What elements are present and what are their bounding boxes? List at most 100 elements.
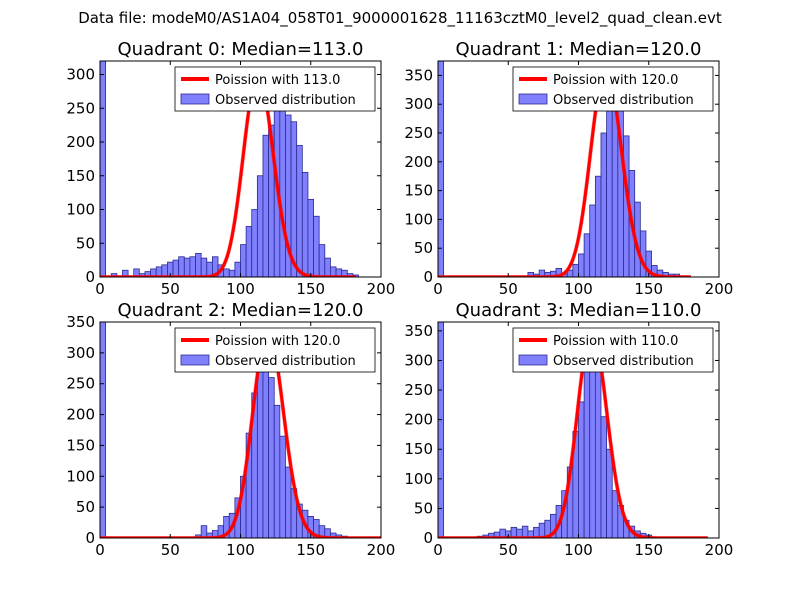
legend: Poission with 120.0 Observed distribution xyxy=(512,66,714,112)
y-tick-label: 350 xyxy=(404,322,433,340)
histogram-bar xyxy=(589,348,596,538)
y-tick-label: 150 xyxy=(404,182,433,200)
x-tick-label: 100 xyxy=(564,280,593,298)
histogram-bar xyxy=(100,322,107,538)
histogram-bar xyxy=(578,253,585,277)
histogram-bar xyxy=(307,198,314,277)
x-tick-label: 50 xyxy=(161,541,180,559)
subplot-quadrant-0: 0 50 100 150 200 0 50 100 150 200 250 300 Quadrant 0… xyxy=(66,39,395,298)
histogram-bar xyxy=(183,257,191,277)
histogram-bar xyxy=(100,61,107,277)
histogram-bar xyxy=(234,261,241,277)
histogram-bar xyxy=(324,257,331,277)
y-tick-label: 50 xyxy=(414,499,433,517)
y-tick-label: 250 xyxy=(404,124,433,142)
y-tick-label: 100 xyxy=(404,210,433,228)
legend: Poission with 110.0 Observed distribution xyxy=(512,327,714,373)
histogram-bar xyxy=(600,132,607,277)
y-tick-label: 200 xyxy=(66,406,95,424)
histogram-bar xyxy=(178,256,185,277)
histogram-bar xyxy=(285,466,292,538)
histogram-bar xyxy=(256,358,264,538)
x-tick-label: 100 xyxy=(226,280,255,298)
x-tick-label: 100 xyxy=(564,541,593,559)
legend-bar-swatch xyxy=(518,93,548,105)
x-tick-label: 150 xyxy=(296,280,325,298)
subplot-title: Quadrant 3: Median=110.0 xyxy=(456,300,702,321)
legend-bar-swatch xyxy=(180,354,210,366)
histogram-bar xyxy=(645,250,652,277)
x-tick-label: 100 xyxy=(226,541,255,559)
histogram-bar xyxy=(589,204,596,277)
histogram-bar xyxy=(279,99,286,277)
y-tick-label: 0 xyxy=(423,529,433,547)
histogram-bar xyxy=(296,144,303,277)
y-tick-label: 250 xyxy=(66,99,95,117)
subplot-quadrant-1: 0 50 100 150 200 0 50 100 150 200 250 300 350 Quadran… xyxy=(404,39,733,298)
x-tick-label: 200 xyxy=(367,541,396,559)
y-tick-label: 350 xyxy=(66,313,95,331)
histogram-bar xyxy=(279,435,286,538)
histogram-bar xyxy=(228,269,236,277)
y-tick-label: 0 xyxy=(85,529,95,547)
histogram-bar xyxy=(301,171,309,277)
legend-label-observed: Observed distribution xyxy=(553,93,694,108)
histogram-bars xyxy=(100,61,359,277)
y-tick-label: 0 xyxy=(85,268,95,286)
y-tick-label: 200 xyxy=(404,153,433,171)
y-tick-label: 300 xyxy=(404,95,433,113)
legend: Poission with 120.0 Observed distribution xyxy=(174,327,376,373)
x-tick-label: 0 xyxy=(433,541,443,559)
legend-label-poisson: Poission with 113.0 xyxy=(215,73,340,88)
histogram-bar xyxy=(572,263,579,277)
histogram-bar xyxy=(189,256,196,277)
histogram-bar xyxy=(256,175,264,277)
y-tick-label: 350 xyxy=(404,66,433,84)
histogram-bar xyxy=(262,134,270,277)
legend-label-poisson: Poission with 120.0 xyxy=(553,73,678,88)
y-tick-label: 50 xyxy=(76,498,95,516)
legend-bar-swatch xyxy=(518,354,548,366)
y-tick-label: 150 xyxy=(66,167,95,185)
histogram-bar xyxy=(318,244,326,277)
histogram-bar xyxy=(273,404,281,538)
subplot-title: Quadrant 2: Median=120.0 xyxy=(118,300,364,321)
histogram-bar xyxy=(438,61,445,277)
x-tick-label: 200 xyxy=(705,280,734,298)
y-tick-label: 300 xyxy=(66,66,95,84)
histogram-bar xyxy=(240,244,247,277)
y-tick-label: 200 xyxy=(66,133,95,151)
x-tick-label: 0 xyxy=(433,280,443,298)
x-tick-label: 150 xyxy=(634,280,663,298)
y-tick-label: 100 xyxy=(66,201,95,219)
subplot-title: Quadrant 0: Median=113.0 xyxy=(118,39,364,60)
y-tick-label: 100 xyxy=(404,470,433,488)
x-tick-label: 50 xyxy=(499,541,518,559)
subplot-quadrant-3: 0 50 100 150 200 0 50 100 150 200 250 300 350 Quadran… xyxy=(404,300,733,559)
y-tick-label: 250 xyxy=(66,375,95,393)
histogram-bar xyxy=(223,268,230,277)
x-tick-label: 150 xyxy=(296,541,325,559)
subplot-title: Quadrant 1: Median=120.0 xyxy=(456,39,702,60)
y-tick-label: 200 xyxy=(404,411,433,429)
legend-label-observed: Observed distribution xyxy=(553,354,694,369)
legend-bar-swatch xyxy=(180,93,210,105)
histogram-bar xyxy=(438,322,445,538)
histogram-bar xyxy=(268,377,275,538)
histogram-bar xyxy=(600,416,607,538)
legend-label-observed: Observed distribution xyxy=(215,354,356,369)
histogram-bar xyxy=(245,225,253,277)
histogram-bar xyxy=(583,233,591,277)
x-tick-label: 200 xyxy=(367,280,396,298)
histogram-bar xyxy=(578,401,585,538)
y-tick-label: 300 xyxy=(66,344,95,362)
histogram-bar xyxy=(200,525,208,538)
x-tick-label: 50 xyxy=(161,280,180,298)
y-tick-label: 50 xyxy=(414,239,433,257)
figure-title: Data file: modeM0/AS1A04_058T01_90000016… xyxy=(78,9,722,27)
x-tick-label: 0 xyxy=(95,541,105,559)
y-tick-label: 150 xyxy=(66,436,95,454)
y-tick-label: 250 xyxy=(404,381,433,399)
legend-box xyxy=(174,66,376,112)
